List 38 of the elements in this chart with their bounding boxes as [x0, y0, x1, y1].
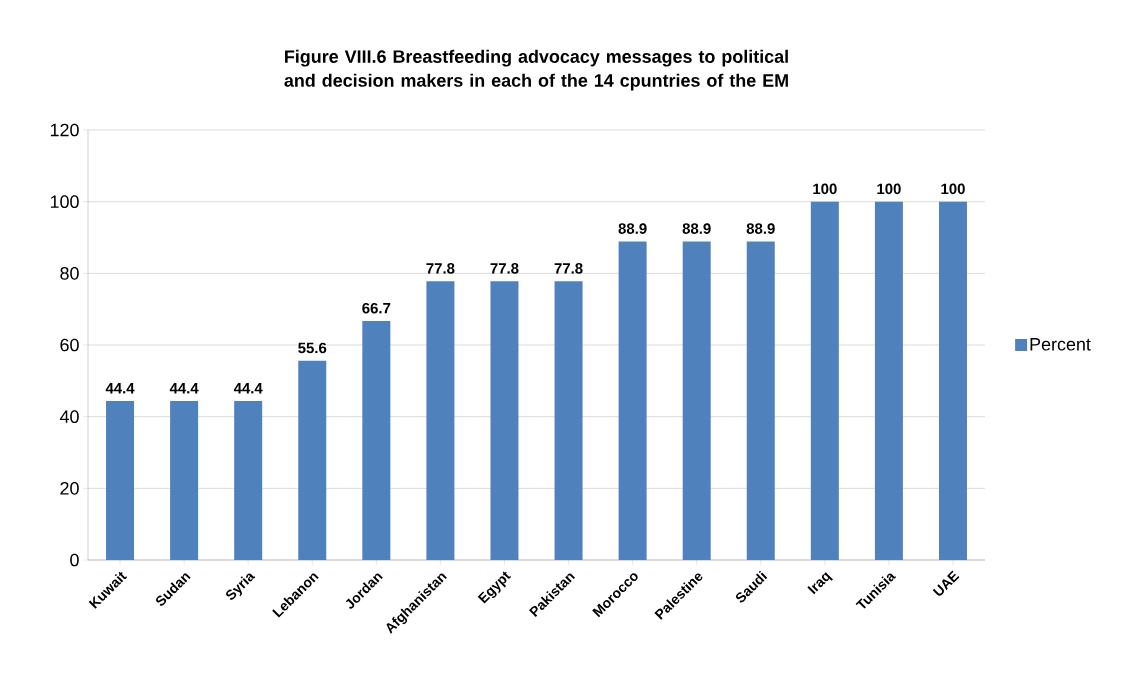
data-label: 100	[941, 183, 965, 195]
data-label: 66.7	[362, 302, 391, 314]
bar	[554, 281, 583, 560]
y-tick-label: 100	[50, 195, 79, 209]
data-label: 77.8	[490, 263, 519, 274]
y-tick-label: 0	[70, 553, 79, 567]
bar	[106, 400, 135, 560]
bar	[810, 201, 839, 560]
bar	[618, 241, 647, 560]
y-tick-label: 60	[60, 338, 79, 352]
chart-title: Figure VIII.6 Breastfeeding advocacy messages to political and decision makers in each of the 14 cpuntries of the EM	[284, 49, 788, 91]
data-label: 88.9	[682, 223, 711, 234]
data-label: 77.8	[426, 263, 455, 274]
data-label: 55.6	[298, 342, 327, 354]
bar	[746, 241, 775, 560]
bar	[234, 400, 263, 560]
bar	[682, 241, 711, 560]
bar	[490, 281, 519, 560]
data-label: 44.4	[169, 383, 199, 394]
data-label: 100	[877, 183, 901, 195]
bar	[426, 281, 455, 560]
legend-label: Percent	[1030, 338, 1091, 351]
data-label: 44.4	[233, 383, 263, 394]
bar	[170, 400, 199, 560]
y-tick-label: 20	[60, 481, 79, 495]
data-label: 88.9	[618, 223, 647, 234]
y-tick-label: 120	[50, 123, 79, 137]
y-tick-label: 80	[60, 266, 79, 280]
data-label: 44.4	[105, 383, 135, 394]
data-label: 88.9	[746, 223, 775, 234]
data-label: 100	[813, 183, 837, 195]
bar	[938, 201, 967, 560]
bar	[298, 360, 327, 560]
bar	[362, 320, 391, 560]
y-tick-label: 40	[59, 410, 79, 424]
bar	[874, 201, 903, 560]
x-tick-label: Iraq	[807, 572, 833, 595]
data-label: 77.8	[554, 263, 583, 274]
